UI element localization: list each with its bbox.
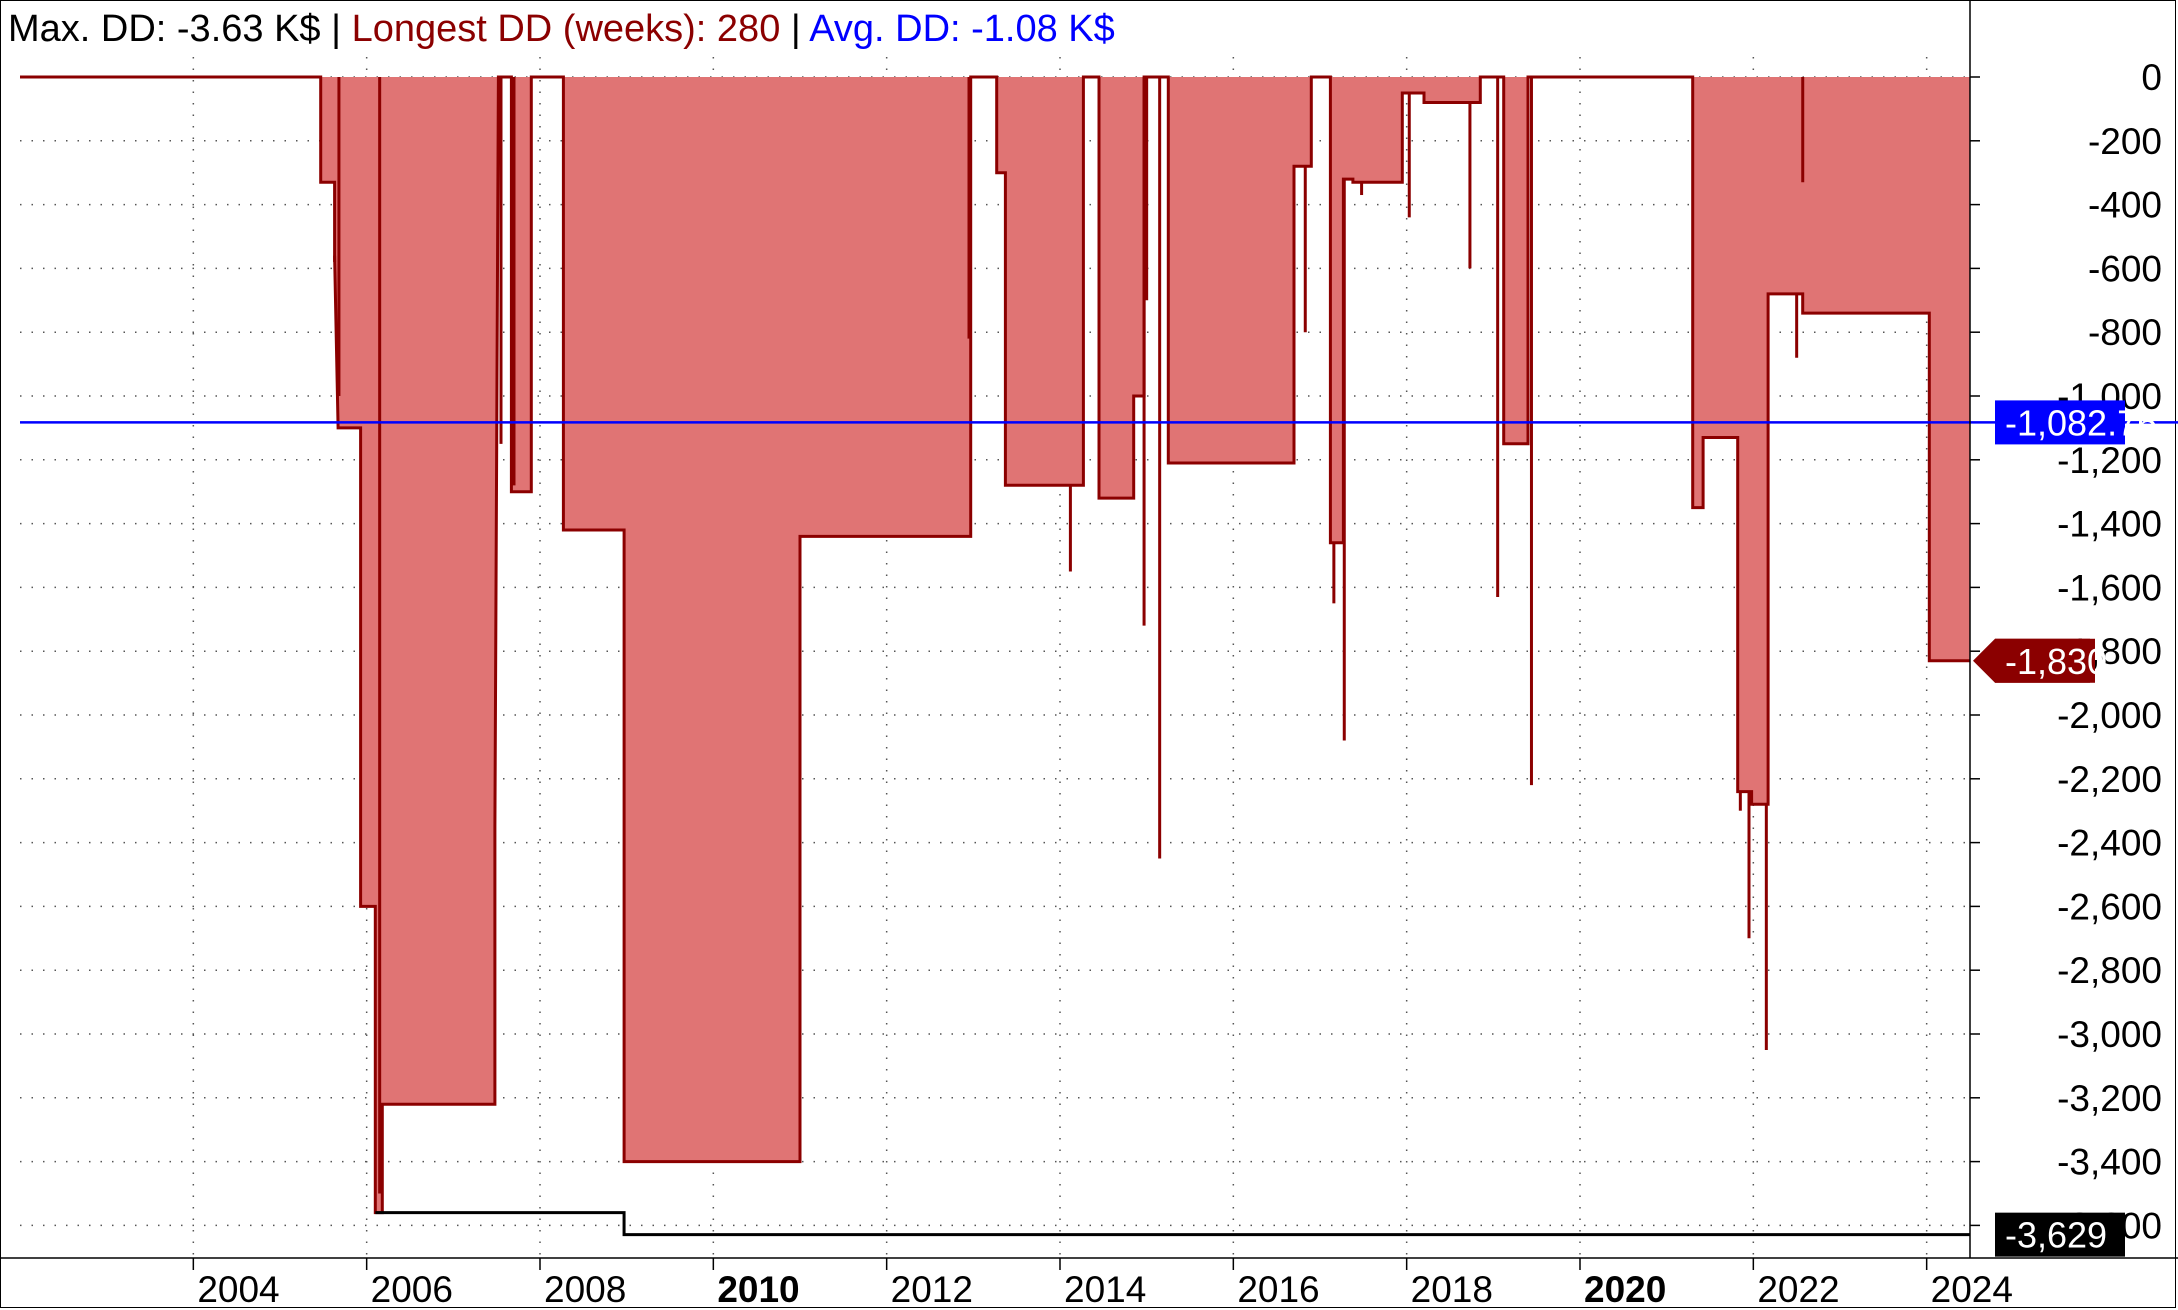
header-separator: | [780,8,810,50]
y-tick-label: -2,200 [2057,759,2162,800]
x-tick-label: 2022 [1757,1269,1839,1310]
max-dd-tag-box [1995,1212,2125,1257]
y-tick-label: -2,000 [2057,695,2162,736]
drawdown-spike-layer [333,77,1805,1194]
avg-dd-tag: -1,082.76 [1995,400,2157,445]
y-tick-label: 0 [2141,57,2162,98]
x-tick-label: 2006 [371,1269,453,1310]
avg-dd-tag-box [1995,400,2125,445]
reference-lines [20,421,2178,1237]
current-dd-tag-box [1995,638,2095,683]
y-tick-label: -2,800 [2057,950,2162,991]
y-tick-label: -1,600 [2057,567,2162,608]
y-tick-label: -1,200 [2057,440,2162,481]
drawdown-area-layer [20,75,1970,1215]
avg-dd-label: Avg. DD: -1.08 K$ [809,8,1115,50]
x-tick-label: 2010 [717,1269,799,1310]
y-tick-label: -400 [2088,185,2162,226]
max-dd-tag-text: -3,629 [2005,1215,2107,1256]
max-drawdown-line [375,1211,1970,1237]
drawdown-edge [20,75,1970,1215]
y-tick-label: -3,400 [2057,1142,2162,1183]
x-tick-label: 2018 [1411,1269,1493,1310]
drawdown-fill [20,77,1970,1213]
y-tick-label: -3,000 [2057,1014,2162,1055]
x-tick-label: 2020 [1584,1269,1666,1310]
header-separator: | [320,8,352,50]
x-tick-label: 2014 [1064,1269,1146,1310]
y-tick-label: -2,600 [2057,886,2162,927]
avg-dd-tag-text: -1,082.76 [2005,402,2157,443]
y-tick-label: -600 [2088,248,2162,289]
y-tick-label: -200 [2088,121,2162,162]
longest-dd-label: Longest DD (weeks): 280 [351,8,781,50]
y-tick-label: -2,400 [2057,823,2162,864]
y-tick-label: -1,400 [2057,504,2162,545]
max-dd-tag: -3,629 [1995,1212,2125,1257]
y-tick-label: -3,200 [2057,1078,2162,1119]
x-tick-label: 2016 [1237,1269,1319,1310]
x-tick-label: 2008 [544,1269,626,1310]
value-tags: -1,082.76 -1,830 -3,629 [1973,400,2157,1257]
chart-header: Max. DD: -3.63 K$ | Longest DD (weeks): … [8,0,1115,58]
max-dd-label: Max. DD: -3.63 K$ [8,8,321,50]
x-tick-label: 2004 [197,1269,279,1310]
current-dd-tag: -1,830 [1973,638,2107,683]
x-tick-label: 2012 [891,1269,973,1310]
x-tick-label: 2024 [1931,1269,2013,1310]
y-tick-label: -800 [2088,312,2162,353]
grid-layer [20,57,1970,1258]
current-dd-tag-text: -1,830 [2005,641,2107,682]
